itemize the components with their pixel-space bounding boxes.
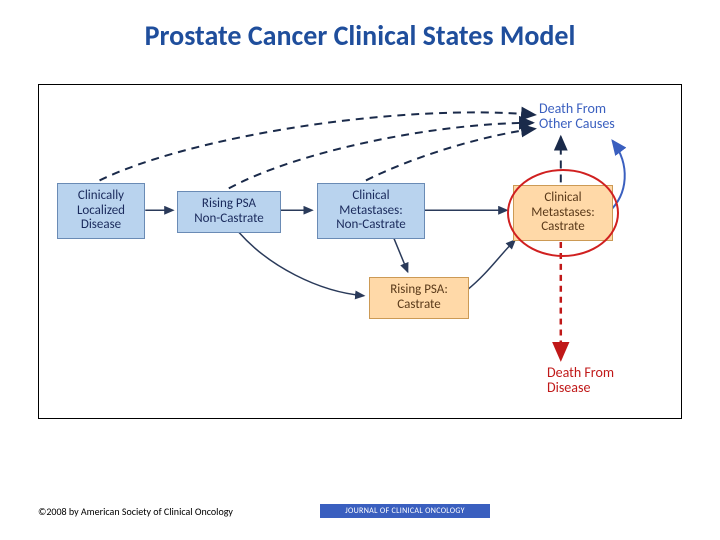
node-rising-psa-noncastrate: Rising PSANon-Castrate: [177, 191, 281, 233]
label-death-other: Death FromOther Causes: [539, 101, 615, 132]
label-death-disease: Death FromDisease: [547, 365, 614, 396]
journal-badge: JOURNAL OF CLINICAL ONCOLOGY: [320, 504, 490, 518]
diagram-frame: ClinicallyLocalizedDisease Rising PSANon-…: [38, 84, 682, 419]
page-title: Prostate Cancer Clinical States Model: [0, 18, 720, 53]
node-rising-psa-castrate: Rising PSA:Castrate: [369, 277, 469, 319]
footer-copyright: ©2008 by American Society of Clinical On…: [38, 505, 233, 518]
highlight-circle: [507, 169, 619, 257]
node-clinically-localized: ClinicallyLocalizedDisease: [57, 183, 145, 239]
node-clinical-mets-noncastrate: ClinicalMetastases:Non-Castrate: [317, 183, 425, 239]
